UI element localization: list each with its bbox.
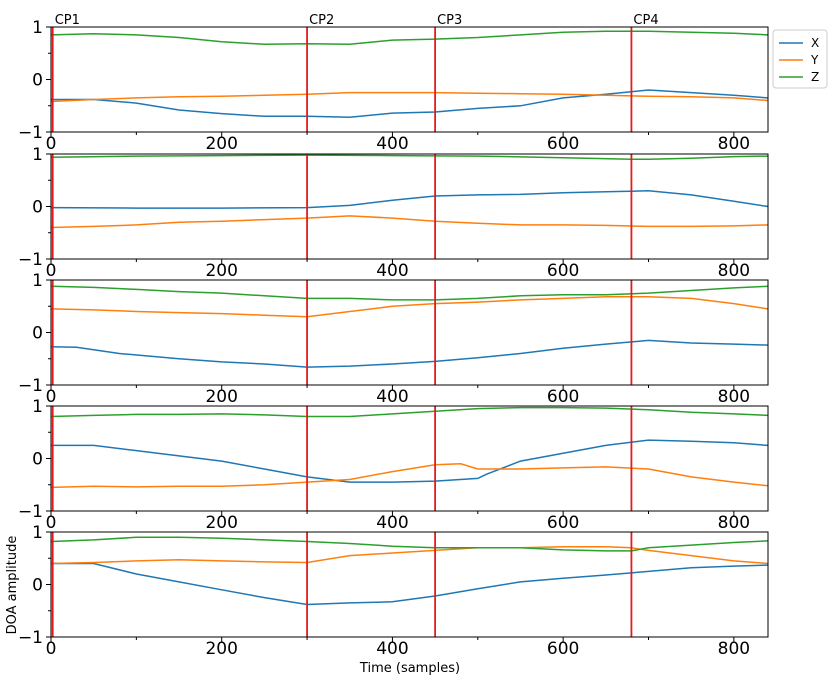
x-tick-label: 800 — [718, 639, 750, 659]
y-tick-label: 1 — [32, 18, 43, 38]
x-tick-label: 800 — [718, 387, 750, 407]
series-y-line-panel-3 — [50, 296, 769, 318]
x-tick-label: 400 — [376, 639, 408, 659]
series-y-line-panel-4 — [50, 463, 769, 489]
change-point-label-cp3: CP3 — [437, 13, 462, 28]
series-x-line-panel-1 — [51, 89, 769, 119]
y-tick-label: 0 — [32, 450, 43, 470]
x-tick-label: 200 — [205, 639, 237, 659]
y-axis-title: DOA amplitude — [5, 536, 20, 635]
x-tick-label: 200 — [205, 261, 237, 281]
axes-frame-panel-2 — [50, 153, 769, 260]
panel-5: 0 200 400 600 800−101 — [18, 523, 769, 659]
y-tick-label: 1 — [32, 523, 43, 543]
axes-frame-panel-3 — [50, 279, 769, 386]
x-tick-label: 200 — [205, 387, 237, 407]
x-tick-label: 600 — [547, 134, 579, 154]
axes-frame-panel-1 — [50, 26, 769, 133]
series-z-line-panel-3 — [50, 285, 769, 301]
series-z-line-panel-2 — [50, 154, 769, 161]
x-tick-label: 600 — [547, 639, 579, 659]
y-tick-label: −1 — [18, 123, 43, 143]
x-tick-label: 0 — [46, 261, 57, 281]
x-tick-label: 0 — [46, 639, 57, 659]
panel-2: 0 200 400 600 800−101 — [18, 145, 769, 281]
legend-label-x: X — [811, 36, 819, 50]
legend-label-z: Z — [811, 70, 819, 84]
y-tick-label: 0 — [32, 576, 43, 596]
legend-label-y: Y — [810, 53, 819, 67]
y-tick-label: 0 — [32, 324, 43, 344]
y-tick-label: 1 — [32, 271, 43, 291]
series-x-line-panel-4 — [51, 439, 769, 483]
panel-4: 0 200 400 600 800−101 — [18, 397, 769, 533]
change-point-label-cp1: CP1 — [55, 13, 80, 28]
x-tick-label: 800 — [718, 134, 750, 154]
x-tick-label: 600 — [547, 261, 579, 281]
y-tick-label: −1 — [18, 628, 43, 648]
x-tick-label: 400 — [376, 134, 408, 154]
y-tick-label: −1 — [18, 502, 43, 522]
y-tick-label: 0 — [32, 71, 43, 91]
x-tick-label: 800 — [718, 261, 750, 281]
y-tick-label: 1 — [32, 397, 43, 417]
series-y-line-panel-1 — [50, 91, 769, 103]
series-y-line-panel-2 — [50, 215, 769, 229]
series-x-line-panel-3 — [50, 339, 769, 368]
legend-box — [772, 29, 828, 89]
series-x-line-panel-5 — [51, 562, 769, 606]
y-tick-label: 0 — [32, 198, 43, 218]
x-tick-label: 600 — [547, 387, 579, 407]
x-tick-label: 0 — [46, 513, 57, 533]
y-tick-label: −1 — [18, 376, 43, 396]
x-tick-label: 600 — [547, 513, 579, 533]
series-y-line-panel-5 — [50, 545, 769, 565]
series-x-line-panel-2 — [50, 190, 769, 209]
x-tick-label: 800 — [718, 513, 750, 533]
panel-3: 0 200 400 600 800−101 — [18, 271, 769, 407]
x-tick-label: 200 — [205, 513, 237, 533]
x-tick-label: 400 — [376, 387, 408, 407]
change-point-label-cp2: CP2 — [309, 13, 334, 28]
x-axis-title: Time (samples) — [359, 661, 460, 676]
axes-frame-panel-4 — [50, 405, 769, 512]
legend: XYZ — [772, 29, 828, 89]
series-z-line-panel-1 — [50, 30, 769, 46]
x-tick-label: 0 — [46, 387, 57, 407]
x-tick-label: 400 — [376, 261, 408, 281]
y-tick-label: −1 — [18, 250, 43, 270]
series-z-line-panel-5 — [50, 536, 769, 552]
change-point-label-cp4: CP4 — [633, 13, 658, 28]
series-z-line-panel-4 — [50, 406, 769, 418]
x-tick-label: 400 — [376, 513, 408, 533]
x-tick-label: 0 — [46, 134, 57, 154]
y-tick-label: 1 — [32, 145, 43, 165]
panel-1: 0 200 400 600 800−101 CP1 CP2 CP3 CP4 — [18, 13, 769, 154]
x-tick-label: 200 — [205, 134, 237, 154]
